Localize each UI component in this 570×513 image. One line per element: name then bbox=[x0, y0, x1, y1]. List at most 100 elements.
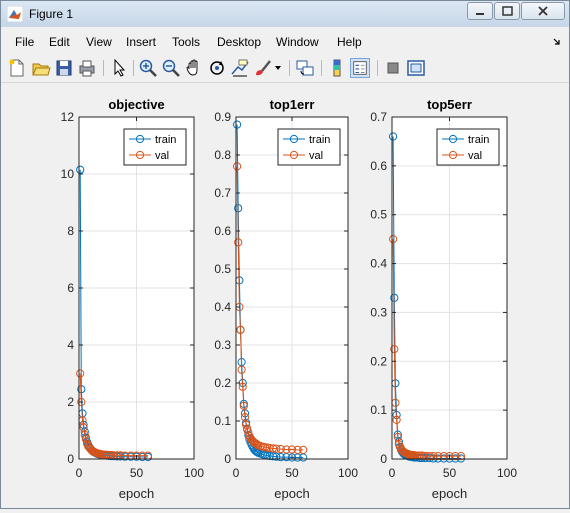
menu-desktop[interactable]: Desktop bbox=[217, 35, 262, 49]
y-tick-label: 0.6 bbox=[214, 224, 231, 238]
legend-label-train: train bbox=[309, 134, 330, 146]
toolbar-separator bbox=[103, 60, 104, 76]
show-plot-tools-icon[interactable] bbox=[406, 58, 426, 78]
pointer-icon[interactable] bbox=[109, 58, 129, 78]
maximize-icon bbox=[502, 6, 513, 16]
menu-bar: File Edit View Insert Tools Desktop Wind… bbox=[1, 31, 569, 53]
data-point-val bbox=[282, 445, 291, 454]
save-icon[interactable] bbox=[54, 58, 74, 78]
legend: train val bbox=[277, 128, 341, 166]
legend-label-train: train bbox=[155, 134, 176, 146]
toolbar-separator bbox=[377, 60, 378, 76]
y-tick-label: 4 bbox=[67, 338, 74, 352]
x-tick-label: 50 bbox=[130, 466, 144, 480]
link-plot-icon[interactable] bbox=[295, 58, 315, 78]
print-icon[interactable] bbox=[77, 58, 97, 78]
menu-view[interactable]: View bbox=[86, 35, 112, 49]
maximize-button[interactable] bbox=[494, 2, 520, 20]
legend: train val bbox=[123, 128, 187, 166]
hide-plot-tools-icon[interactable] bbox=[383, 58, 403, 78]
data-point-val bbox=[456, 452, 466, 461]
title-bar[interactable]: Figure 1 bbox=[1, 1, 569, 27]
data-point-train bbox=[233, 120, 242, 129]
legend-marker-val bbox=[135, 150, 145, 160]
menu-file[interactable]: File bbox=[15, 35, 35, 49]
menu-window[interactable]: Window bbox=[276, 35, 319, 49]
x-tick-label: 50 bbox=[285, 466, 299, 480]
data-point-train bbox=[390, 293, 399, 302]
legend: train val bbox=[436, 128, 500, 166]
data-point-val bbox=[445, 452, 454, 461]
legend-label-train: train bbox=[468, 134, 489, 146]
legend-label-val: val bbox=[155, 150, 169, 162]
y-tick-label: 0.2 bbox=[370, 354, 387, 368]
minimize-icon bbox=[476, 13, 484, 15]
menu-edit[interactable]: Edit bbox=[49, 35, 70, 49]
data-point-val bbox=[234, 238, 243, 247]
close-icon bbox=[538, 6, 548, 16]
new-figure-icon[interactable] bbox=[7, 58, 27, 78]
axes-top5err: 0 0.1 0.2 0.3 0.4 0.5 0.6 0.7 0 50 100 top5err epoch… bbox=[370, 97, 517, 501]
y-tick-label: 8 bbox=[67, 224, 74, 238]
legend-box bbox=[123, 128, 187, 166]
figure-plots: 0 2 4 6 8 10 12 0 50 100 objective epoch train val 0 0.… bbox=[61, 97, 518, 501]
pan-icon[interactable] bbox=[184, 58, 204, 78]
y-tick-label: 0.5 bbox=[214, 262, 231, 276]
brush-dropdown-icon[interactable] bbox=[275, 66, 281, 71]
axes-title: objective bbox=[108, 97, 164, 112]
y-tick-label: 0 bbox=[224, 452, 231, 466]
data-point-val bbox=[242, 420, 251, 429]
data-point-val bbox=[392, 415, 401, 424]
data-point-val bbox=[240, 413, 250, 422]
x-axis-label: epoch bbox=[274, 486, 309, 501]
brush-icon[interactable] bbox=[253, 58, 273, 78]
data-point-val bbox=[276, 445, 285, 454]
close-button[interactable] bbox=[521, 2, 565, 20]
y-tick-label: 0.3 bbox=[370, 305, 387, 319]
y-tick-label: 0.4 bbox=[370, 257, 387, 271]
legend-box bbox=[277, 128, 341, 166]
rotate-icon[interactable] bbox=[207, 58, 227, 78]
axes-top1err: 0 0.1 0.2 0.3 0.4 0.5 0.6 0.7 0.8 0.9 0 50 100 top1er… bbox=[214, 97, 358, 501]
zoom-in-icon[interactable] bbox=[138, 58, 158, 78]
open-file-icon[interactable] bbox=[31, 58, 51, 78]
data-point-val bbox=[389, 235, 398, 244]
data-point-val bbox=[239, 401, 248, 410]
menu-help[interactable]: Help bbox=[337, 35, 362, 49]
legend-icon[interactable] bbox=[350, 58, 370, 78]
colorbar-icon[interactable] bbox=[327, 58, 347, 78]
data-point-val bbox=[390, 345, 399, 354]
y-tick-label: 0.7 bbox=[214, 186, 231, 200]
data-point-val bbox=[293, 445, 302, 454]
data-point-train bbox=[272, 452, 281, 461]
data-point-val bbox=[243, 424, 252, 433]
x-tick-label: 0 bbox=[233, 466, 240, 480]
y-tick-label: 0.2 bbox=[214, 376, 231, 390]
y-tick-label: 12 bbox=[61, 110, 75, 124]
figure-canvas: 0 2 4 6 8 10 12 0 50 100 objective epoch train val 0 0.… bbox=[1, 83, 569, 508]
axes-title: top1err bbox=[270, 97, 315, 112]
data-cursor-icon[interactable] bbox=[230, 58, 250, 78]
y-tick-label: 0.1 bbox=[370, 403, 387, 417]
menubar-dock-icon[interactable] bbox=[553, 37, 561, 47]
data-point-val bbox=[244, 428, 253, 437]
menu-tools[interactable]: Tools bbox=[172, 35, 201, 49]
data-point-val bbox=[299, 445, 308, 454]
legend-label-val: val bbox=[468, 150, 482, 162]
data-point-train bbox=[76, 165, 85, 174]
legend-marker-train bbox=[135, 134, 145, 144]
data-point-val bbox=[76, 369, 85, 378]
zoom-out-icon[interactable] bbox=[161, 58, 181, 78]
x-tick-label: 100 bbox=[497, 466, 517, 480]
y-tick-label: 0.6 bbox=[370, 159, 387, 173]
data-point-val bbox=[237, 365, 246, 374]
data-point-val bbox=[238, 382, 247, 391]
menu-insert[interactable]: Insert bbox=[126, 35, 157, 49]
minimize-button[interactable] bbox=[467, 2, 493, 20]
data-point-val bbox=[268, 444, 278, 453]
y-tick-label: 0 bbox=[380, 452, 387, 466]
y-tick-label: 6 bbox=[67, 281, 74, 295]
legend-marker-val bbox=[448, 150, 458, 160]
y-tick-label: 0.1 bbox=[214, 414, 231, 428]
x-axis-label: epoch bbox=[432, 486, 467, 501]
